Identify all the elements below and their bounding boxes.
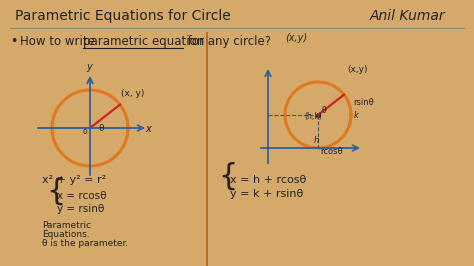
Text: Parametric Equations for Circle: Parametric Equations for Circle (15, 9, 231, 23)
Text: y = rsinθ: y = rsinθ (57, 204, 104, 214)
Text: Parametric: Parametric (42, 221, 91, 230)
Text: •: • (10, 35, 18, 48)
Text: {: { (46, 177, 65, 206)
Text: parametric equation: parametric equation (83, 35, 204, 48)
Text: (x,y): (x,y) (285, 33, 307, 43)
Text: Equations.: Equations. (42, 230, 90, 239)
Text: rcosθ: rcosθ (320, 147, 343, 156)
Text: (x,y): (x,y) (347, 65, 367, 74)
Text: for any circle?: for any circle? (184, 35, 271, 48)
Text: x² + y² = r²: x² + y² = r² (42, 175, 106, 185)
Text: o: o (83, 127, 88, 136)
Text: (h,k): (h,k) (304, 112, 322, 121)
Text: k: k (354, 111, 359, 120)
Text: How to write: How to write (20, 35, 99, 48)
Text: Anil Kumar: Anil Kumar (370, 9, 446, 23)
Text: x: x (145, 124, 151, 134)
Text: y: y (86, 62, 92, 72)
Text: h: h (314, 136, 319, 145)
Text: {: { (218, 162, 237, 191)
Text: θ is the parameter.: θ is the parameter. (42, 239, 128, 248)
Text: (x, y): (x, y) (121, 89, 144, 98)
Text: θ: θ (99, 124, 104, 133)
Text: x = rcosθ: x = rcosθ (57, 191, 107, 201)
Text: x = h + rcosθ: x = h + rcosθ (230, 175, 306, 185)
Text: θ: θ (322, 106, 327, 115)
Text: rsinθ: rsinθ (353, 98, 374, 107)
Text: y = k + rsinθ: y = k + rsinθ (230, 189, 303, 199)
